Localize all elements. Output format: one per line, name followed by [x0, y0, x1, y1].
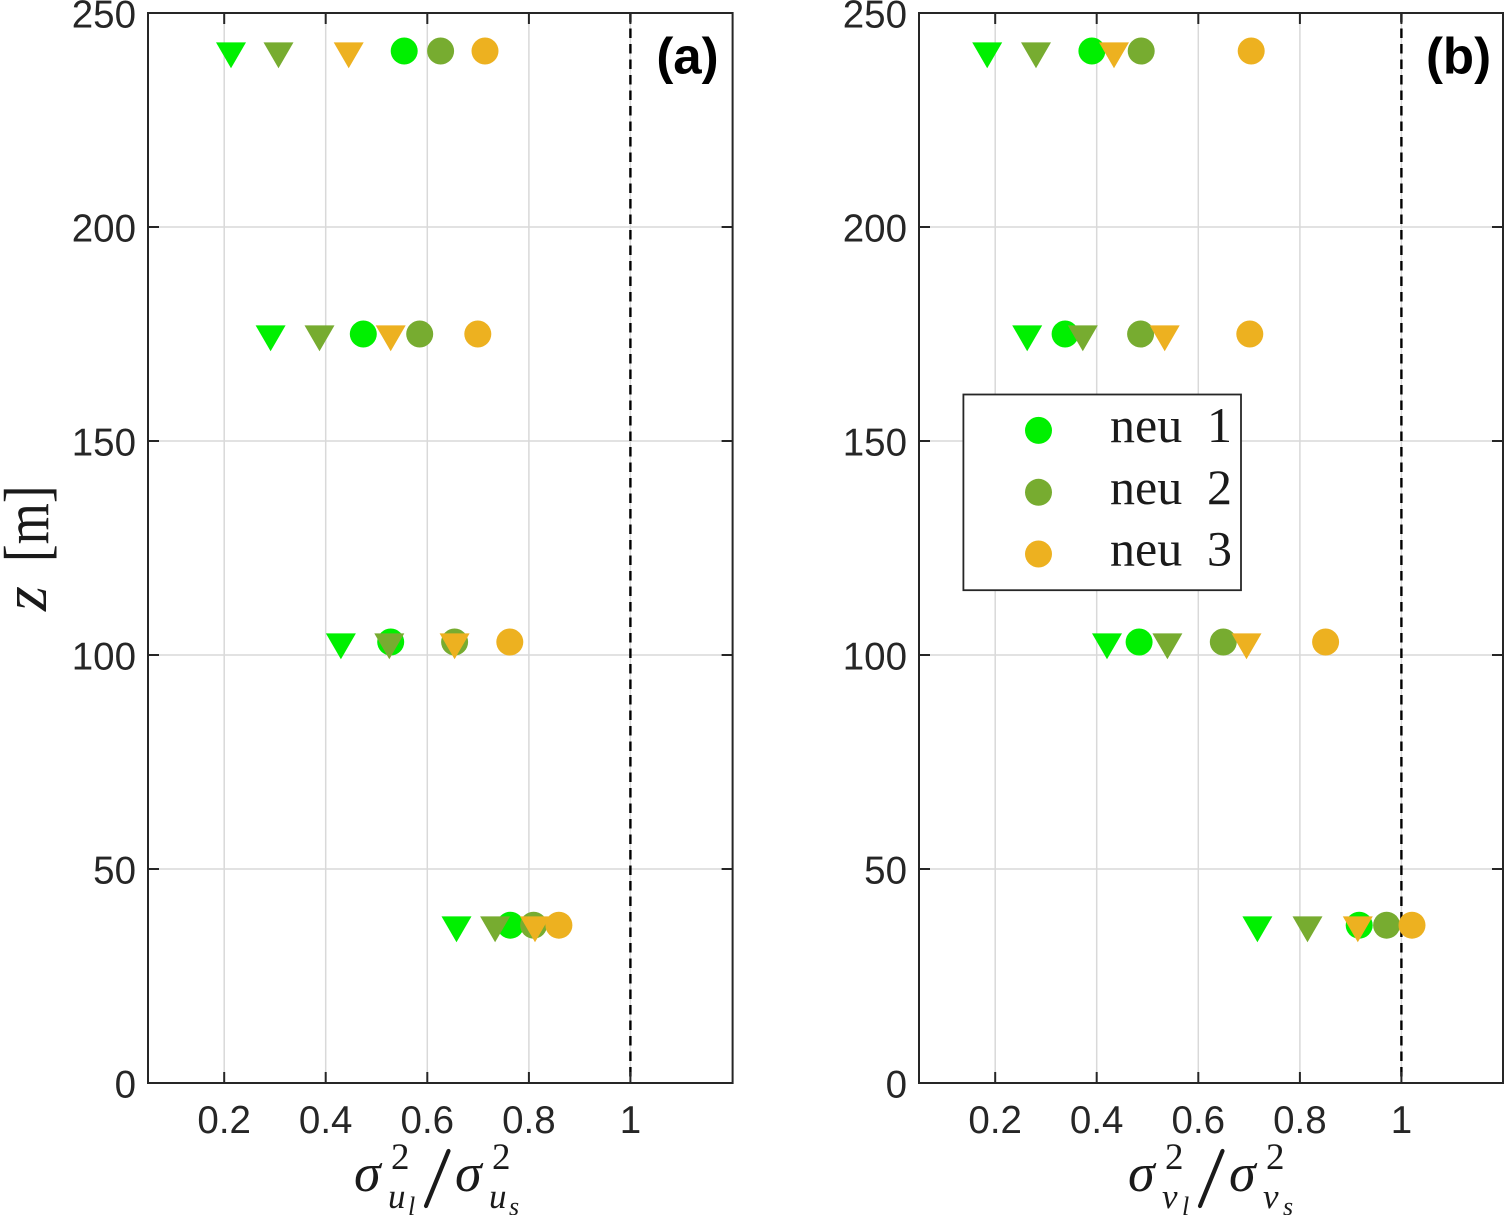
svg-text:s: s — [1283, 1192, 1293, 1215]
svg-text:0: 0 — [886, 1064, 907, 1107]
svg-text:σ: σ — [455, 1143, 484, 1203]
svg-text:σ: σ — [354, 1143, 383, 1203]
svg-text:50: 50 — [864, 850, 907, 893]
svg-text:neu: neu — [1110, 521, 1182, 577]
svg-text:1: 1 — [620, 1099, 641, 1142]
svg-text:2: 2 — [1165, 1137, 1184, 1178]
svg-text:0.4: 0.4 — [299, 1099, 353, 1142]
svg-text:s: s — [509, 1192, 519, 1215]
svg-text:150: 150 — [843, 422, 907, 465]
svg-text:u: u — [489, 1177, 507, 1215]
svg-text:0: 0 — [115, 1064, 136, 1107]
svg-text:100: 100 — [72, 636, 136, 679]
svg-text:0.4: 0.4 — [1070, 1099, 1124, 1142]
svg-text:100: 100 — [843, 636, 907, 679]
svg-text:250: 250 — [843, 0, 907, 37]
svg-text:z: z — [0, 586, 60, 612]
svg-text:0.8: 0.8 — [502, 1099, 556, 1142]
svg-text:[m]: [m] — [0, 485, 62, 562]
svg-text:neu: neu — [1110, 397, 1182, 453]
svg-text:(a): (a) — [656, 28, 718, 85]
svg-text:2: 2 — [492, 1137, 511, 1178]
svg-text:250: 250 — [72, 0, 136, 37]
svg-text:2: 2 — [1207, 459, 1232, 515]
svg-text:v: v — [1263, 1177, 1279, 1215]
svg-text:0.8: 0.8 — [1273, 1099, 1327, 1142]
svg-text:σ: σ — [1128, 1143, 1157, 1203]
svg-text:200: 200 — [72, 208, 136, 251]
svg-text:v: v — [1162, 1177, 1178, 1215]
svg-text:0.6: 0.6 — [1172, 1099, 1226, 1142]
svg-text:3: 3 — [1207, 521, 1232, 577]
svg-text:1: 1 — [1207, 397, 1232, 453]
svg-text:200: 200 — [843, 208, 907, 251]
svg-text:u: u — [388, 1177, 406, 1215]
svg-text:l: l — [408, 1192, 415, 1215]
svg-text:0.6: 0.6 — [401, 1099, 455, 1142]
svg-text:150: 150 — [72, 422, 136, 465]
svg-text:(b): (b) — [1426, 28, 1491, 85]
svg-text:2: 2 — [391, 1137, 410, 1178]
svg-text:l: l — [1182, 1192, 1189, 1215]
svg-text:50: 50 — [93, 850, 136, 893]
svg-text:0.2: 0.2 — [968, 1099, 1022, 1142]
svg-text:neu: neu — [1110, 459, 1182, 515]
svg-text:0.2: 0.2 — [197, 1099, 251, 1142]
svg-text:1: 1 — [1391, 1099, 1412, 1142]
svg-text:σ: σ — [1229, 1143, 1258, 1203]
svg-text:2: 2 — [1266, 1137, 1285, 1178]
